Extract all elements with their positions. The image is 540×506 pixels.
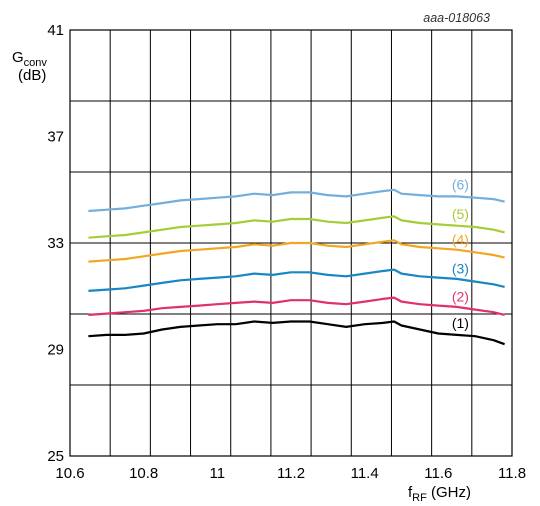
series-lines — [88, 188, 505, 346]
y-tick-label: 33 — [47, 235, 64, 252]
figure-code-label: aaa-018063 — [423, 11, 490, 25]
plot-frame — [69, 29, 513, 457]
x-axis-label-unit: (GHz) — [427, 484, 471, 501]
x-tick-label: 11.8 — [498, 465, 526, 482]
x-tick-label: 11.6 — [424, 465, 452, 482]
series-line-4 — [88, 239, 505, 263]
x-tick-label: 11 — [210, 465, 226, 482]
y-tick-label: 25 — [47, 448, 64, 465]
y-axis-unit: (dB) — [18, 67, 46, 84]
series-labels: (1) (2) (3) (4) (5) (6) — [452, 177, 469, 331]
series-label-2: (2) — [452, 289, 469, 305]
series-line-3 — [88, 268, 505, 292]
series-line-2 — [88, 296, 505, 316]
series-line-6 — [88, 188, 505, 213]
x-tick-label: 11.4 — [351, 465, 379, 482]
series-label-6: (6) — [452, 177, 469, 193]
x-tick-label: 10.6 — [55, 465, 84, 482]
y-axis-label-main: G — [12, 49, 24, 66]
y-tick-label: 37 — [47, 129, 64, 146]
series-label-1: (1) — [452, 315, 469, 331]
x-axis-label-main: f — [408, 484, 413, 501]
y-axis-label-sub: conv — [24, 57, 48, 69]
y-tick-label: 29 — [47, 342, 64, 359]
series-label-4: (4) — [452, 231, 469, 247]
series-line-1 — [88, 320, 505, 346]
x-axis-label: fRF (GHz) — [408, 484, 471, 504]
tick-labels: 10.6 10.8 11 11.2 11.4 11.6 11.8 25 29 33 37 41 — [47, 22, 526, 482]
x-axis-label-sub: RF — [412, 492, 427, 504]
y-axis-label: Gconv — [12, 49, 47, 69]
x-tick-label: 11.2 — [277, 465, 305, 482]
series-label-5: (5) — [452, 206, 469, 222]
x-tick-label: 10.8 — [129, 465, 158, 482]
series-line-5 — [88, 215, 505, 239]
y-tick-label: 41 — [47, 22, 64, 39]
series-label-3: (3) — [452, 261, 469, 277]
